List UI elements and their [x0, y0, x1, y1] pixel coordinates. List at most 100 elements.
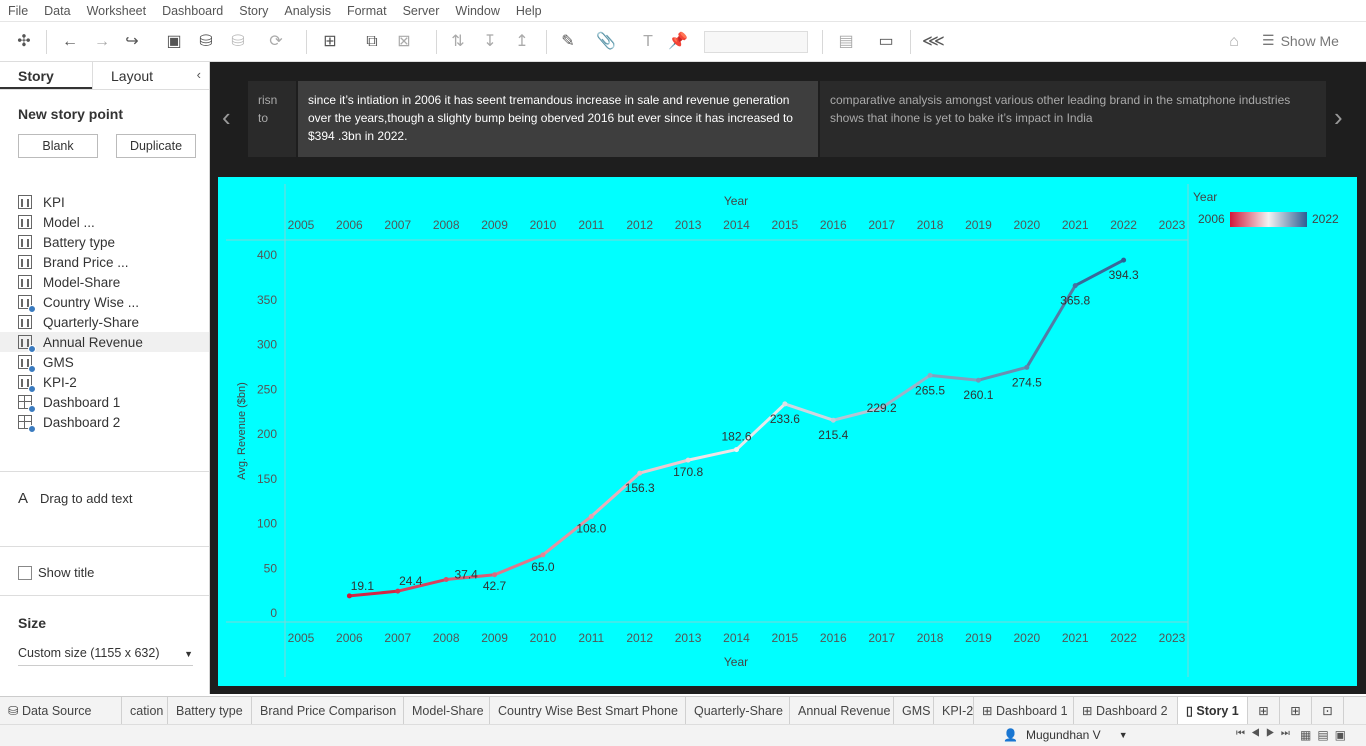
group-icon[interactable]: 📎 [596, 33, 616, 50]
clear-sheet-icon[interactable]: ⊠ [397, 33, 411, 50]
sheet-item[interactable]: Dashboard 2 [0, 412, 209, 433]
data-point[interactable] [927, 372, 933, 378]
sheet-tab[interactable]: ⊞ Dashboard 2 [1074, 696, 1178, 725]
line-segment[interactable] [735, 402, 787, 452]
data-point[interactable] [492, 572, 498, 578]
data-point[interactable] [1024, 364, 1030, 370]
line-segment[interactable] [638, 458, 690, 475]
data-point[interactable] [395, 588, 401, 594]
sheet-item[interactable]: Model ... [0, 212, 209, 232]
sheet-tab[interactable]: Model-Share [404, 696, 490, 725]
data-point[interactable] [540, 552, 546, 558]
show-title-toggle[interactable]: Show title [18, 565, 94, 580]
show-me-button[interactable]: ☰ Show Me [1262, 32, 1339, 49]
line-segment[interactable] [1073, 258, 1126, 288]
line-segment[interactable] [880, 373, 932, 410]
line-segment[interactable] [1025, 284, 1077, 369]
data-point[interactable] [975, 377, 981, 383]
story-point-caption-active[interactable]: since it’s intiation in 2006 it has seen… [298, 81, 818, 157]
pin-icon[interactable]: 📌 [668, 33, 688, 50]
line-segment[interactable] [347, 589, 400, 598]
menu-worksheet[interactable]: Worksheet [86, 3, 147, 18]
sheet-item[interactable]: Model-Share [0, 272, 209, 292]
highlight-icon[interactable]: ✎ [561, 33, 575, 50]
duplicate-button[interactable]: Duplicate [116, 134, 196, 158]
menu-help[interactable]: Help [515, 3, 542, 18]
view-mode-icons[interactable]: ▦▤▣ [1300, 728, 1353, 742]
undo-icon[interactable]: ← [62, 33, 78, 50]
line-segment[interactable] [686, 448, 738, 462]
share-icon[interactable]: ⋘ [922, 33, 945, 50]
sheet-tab[interactable]: Country Wise Best Smart Phone [490, 696, 686, 725]
new-worksheet-icon[interactable]: ⊞ [323, 33, 337, 50]
sheet-tab[interactable]: GMS [894, 696, 934, 725]
menu-file[interactable]: File [8, 3, 29, 18]
sheet-item[interactable]: Brand Price ... [0, 252, 209, 272]
data-point[interactable] [830, 417, 836, 423]
data-point[interactable] [637, 470, 643, 476]
sheet-tab[interactable]: ⊞ Dashboard 1 [974, 696, 1074, 725]
sheet-tab[interactable]: ⛁ Data Source [0, 696, 122, 725]
sheet-tab[interactable]: Brand Price Comparison [252, 696, 404, 725]
duplicate-sheet-icon[interactable]: ⧉ [366, 33, 378, 50]
fit-dropdown[interactable] [704, 31, 808, 53]
line-segment[interactable] [493, 553, 545, 577]
menu-data[interactable]: Data [44, 3, 71, 18]
redo-icon[interactable]: → [94, 33, 110, 50]
drag-text-item[interactable]: A Drag to add text [18, 490, 133, 507]
tab-story[interactable]: Story [0, 62, 92, 89]
presentation-mode-icon[interactable]: ▭ [878, 33, 894, 50]
save-icon[interactable]: ▣ [166, 33, 182, 50]
line-segment[interactable] [396, 578, 448, 593]
labels-icon[interactable]: T [643, 33, 653, 50]
collapse-icon[interactable]: ‹ [196, 67, 201, 82]
menu-dashboard[interactable]: Dashboard [162, 3, 224, 18]
show-title-checkbox[interactable] [18, 565, 32, 580]
sheet-item[interactable]: Battery type [0, 232, 209, 252]
line-segment[interactable] [444, 573, 497, 582]
show-cards-icon[interactable]: ▤ [838, 33, 854, 50]
tableau-logo-icon[interactable]: ✣ [17, 33, 31, 50]
user-menu[interactable]: 👤 Mugundhan V ▼ [1003, 728, 1128, 742]
data-point[interactable] [685, 457, 691, 463]
sheet-tab[interactable]: Battery type [168, 696, 252, 725]
previous-story-point-icon[interactable]: ‹ [222, 102, 231, 132]
story-point-caption[interactable]: comparative analysis amongst various oth… [820, 81, 1326, 157]
pause-updates-icon[interactable]: ⛁ [231, 33, 245, 50]
line-segment[interactable] [541, 514, 593, 557]
story-point-caption[interactable]: risn to [248, 81, 296, 157]
data-point[interactable] [734, 447, 739, 453]
menu-format[interactable]: Format [346, 3, 387, 18]
sheet-tab[interactable]: ▯ Story 1 [1178, 696, 1248, 725]
data-point[interactable] [346, 593, 352, 599]
new-datasource-icon[interactable]: ⛁ [199, 33, 213, 50]
blank-button[interactable]: Blank [18, 134, 98, 158]
sheet-tab[interactable]: KPI-2 [934, 696, 974, 725]
sheet-item[interactable]: Country Wise ... [0, 292, 209, 313]
new-worksheet-icon[interactable]: ⊞ [1248, 696, 1280, 725]
tab-layout[interactable]: Layout [92, 62, 184, 89]
sort-descending-icon[interactable]: ↥ [515, 33, 529, 50]
sheet-item[interactable]: Annual Revenue [0, 332, 209, 353]
color-legend[interactable]: Year 2006 2022 [1193, 190, 1339, 227]
line-segment[interactable] [783, 402, 835, 422]
data-point[interactable] [782, 401, 788, 407]
sheet-item[interactable]: GMS [0, 352, 209, 373]
swap-icon[interactable]: ⇅ [451, 33, 465, 50]
size-dropdown[interactable]: Custom size (1155 x 632) ▼ [18, 646, 193, 666]
next-story-point-icon[interactable]: › [1334, 102, 1343, 132]
menu-story[interactable]: Story [239, 3, 269, 18]
data-point[interactable] [1121, 257, 1127, 263]
sheet-item[interactable]: Quarterly-Share [0, 312, 209, 332]
sheet-tab[interactable]: Annual Revenue [790, 696, 894, 725]
menu-window[interactable]: Window [455, 3, 500, 18]
data-point[interactable] [588, 513, 594, 519]
data-point[interactable] [1072, 283, 1078, 289]
line-segment[interactable] [831, 406, 884, 422]
line-segment[interactable] [928, 373, 980, 382]
tooltip-icon[interactable]: ⌂ [1229, 33, 1239, 50]
replay-icon[interactable]: ↪ [125, 33, 139, 50]
sheet-tab[interactable]: cation [122, 696, 168, 725]
sheet-item[interactable]: KPI-2 [0, 372, 209, 393]
line-segment[interactable] [589, 471, 642, 518]
